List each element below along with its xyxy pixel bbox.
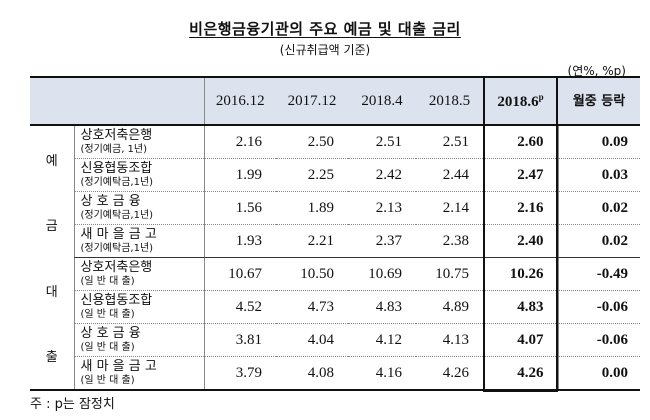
rate-2018-5: 2.44 xyxy=(416,158,483,192)
table-row: 예 금 상호저축은행 (정기예금, 1년) 2.16 2.50 2.51 2.51… xyxy=(30,125,640,234)
monthly-change: 0.03 xyxy=(557,158,640,192)
rate-2016-12: 2.16 xyxy=(204,125,276,159)
rate-2016-12: 1.93 xyxy=(204,224,276,258)
footnote: 주 : p는 잠정치 xyxy=(30,397,115,412)
rate-2017-12: 10.50 xyxy=(276,257,348,291)
institution-cell: 상 호 금 융 (정기예탁금,1년) xyxy=(73,191,205,225)
institution-cell: 새 마 을 금 고 (일 반 대 출) xyxy=(73,356,205,391)
rate-2017-12: 2.25 xyxy=(276,158,348,192)
header-2017-12: 2017.12 xyxy=(276,76,348,126)
monthly-change: 0.02 xyxy=(557,224,640,258)
rate-2017-12: 4.73 xyxy=(276,290,348,324)
header-category xyxy=(30,76,205,126)
unit-label: (연%, %p) xyxy=(567,64,626,78)
rate-2016-12: 10.67 xyxy=(204,257,276,291)
rate-2018-4: 4.16 xyxy=(348,356,416,391)
monthly-change: -0.49 xyxy=(557,257,640,291)
rate-2017-12: 2.50 xyxy=(276,125,348,159)
monthly-change: 0.09 xyxy=(557,125,640,159)
rate-2018-5: 4.89 xyxy=(416,290,483,324)
rate-2018-5: 2.14 xyxy=(416,191,483,225)
group-deposit-char1: 예 xyxy=(45,153,58,169)
monthly-change: 0.00 xyxy=(557,356,640,391)
rate-2018-6: 2.16 xyxy=(483,191,558,225)
header-row: 2016.12 2017.12 2018.4 2018.5 2018.6p 월중… xyxy=(30,76,640,126)
group-label-deposit: 예 금 xyxy=(30,125,74,258)
rate-2016-12: 3.79 xyxy=(204,356,276,391)
rate-2016-12: 3.81 xyxy=(204,323,276,357)
interest-rate-table: 2016.12 2017.12 2018.4 2018.5 2018.6p 월중… xyxy=(30,76,640,391)
rate-2016-12: 1.56 xyxy=(204,191,276,225)
rate-2017-12: 2.21 xyxy=(276,224,348,258)
header-2016-12: 2016.12 xyxy=(204,76,276,126)
rate-2018-4: 2.51 xyxy=(348,125,416,159)
table-row: 신용협동조합 (정기예탁금,1년) 1.99 2.25 2.42 2.44 2.4… xyxy=(30,158,640,192)
rate-2018-6: 4.26 xyxy=(483,356,558,391)
rate-2018-6: 2.40 xyxy=(483,224,558,258)
rate-2017-12: 4.08 xyxy=(276,356,348,391)
rate-2016-12: 1.99 xyxy=(204,158,276,192)
institution-cell: 상 호 금 융 (일 반 대 출) xyxy=(73,323,205,357)
monthly-change: 0.02 xyxy=(557,191,640,225)
rate-2018-5: 10.75 xyxy=(416,257,483,291)
table-subtitle: (신규취급액 기준) xyxy=(279,43,371,57)
rate-2018-4: 10.69 xyxy=(348,257,416,291)
table-row: 대 출 상호저축은행 (일 반 대 출) 10.67 10.50 10.69 10… xyxy=(30,257,640,391)
institution-cell: 신용협동조합 (정기예탁금,1년) xyxy=(73,158,205,192)
header-2018-4: 2018.4 xyxy=(348,76,416,126)
rate-2018-6: 10.26 xyxy=(483,257,558,291)
rate-2018-6: 2.60 xyxy=(483,125,558,159)
table-row: 새 마 을 금 고 (일 반 대 출) 3.79 4.08 4.16 4.26 4… xyxy=(30,356,640,391)
rate-2018-4: 2.42 xyxy=(348,158,416,192)
rate-2018-6: 2.47 xyxy=(483,158,558,192)
monthly-change: -0.06 xyxy=(557,290,640,324)
rate-2018-4: 2.13 xyxy=(348,191,416,225)
institution-cell: 새 마 을 금 고 (정기예탁금,1년) xyxy=(73,224,205,258)
table-row: 상 호 금 융 (정기예탁금,1년) 1.56 1.89 2.13 2.14 2.… xyxy=(30,191,640,225)
rate-2018-6: 4.83 xyxy=(483,290,558,324)
institution-cell: 신용협동조합 (일 반 대 출) xyxy=(73,290,205,324)
rate-2018-5: 4.13 xyxy=(416,323,483,357)
group-loan-char1: 대 xyxy=(45,285,58,301)
rate-2018-6: 4.07 xyxy=(483,323,558,357)
rate-2018-5: 4.26 xyxy=(416,356,483,391)
header-2018-5: 2018.5 xyxy=(416,76,483,126)
table-row: 새 마 을 금 고 (정기예탁금,1년) 1.93 2.21 2.37 2.38 … xyxy=(30,224,640,258)
table-row: 상 호 금 융 (일 반 대 출) 3.81 4.04 4.12 4.13 4.0… xyxy=(30,323,640,357)
table-title: 비은행금융기관의 주요 예금 및 대출 금리 xyxy=(189,20,461,38)
header-2018-6: 2018.6p xyxy=(483,76,558,126)
institution-cell: 상호저축은행 (정기예금, 1년) xyxy=(73,125,205,159)
monthly-change: -0.06 xyxy=(557,323,640,357)
provisional-mark: p xyxy=(538,91,544,102)
institution-cell: 상호저축은행 (일 반 대 출) xyxy=(73,257,205,291)
rate-2018-4: 4.83 xyxy=(348,290,416,324)
group-loan-char2: 출 xyxy=(45,350,58,366)
group-label-loan: 대 출 xyxy=(30,257,74,391)
rate-2018-4: 2.37 xyxy=(348,224,416,258)
rate-2017-12: 4.04 xyxy=(276,323,348,357)
rate-2017-12: 1.89 xyxy=(276,191,348,225)
group-deposit-char2: 금 xyxy=(45,218,58,234)
rate-2016-12: 4.52 xyxy=(204,290,276,324)
header-monthly-change: 월중 등락 xyxy=(558,76,640,126)
rate-2018-4: 4.12 xyxy=(348,323,416,357)
rate-2018-5: 2.51 xyxy=(416,125,483,159)
rate-2018-5: 2.38 xyxy=(416,224,483,258)
table-row: 신용협동조합 (일 반 대 출) 4.52 4.73 4.83 4.89 4.83… xyxy=(30,290,640,324)
